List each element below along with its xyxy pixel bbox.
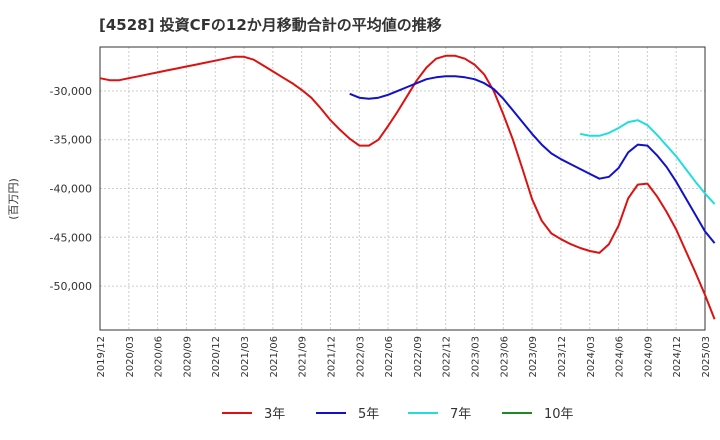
legend-label-2: 7年 <box>450 407 471 422</box>
y-axis-label: (百万円) <box>7 178 20 220</box>
legend-label-1: 5年 <box>358 407 379 422</box>
x-tick-label-1: 2020/03 <box>125 336 136 378</box>
x-tick-label-11: 2022/09 <box>413 336 424 378</box>
x-tick-label-21: 2025/03 <box>701 336 712 378</box>
grid <box>99 47 706 330</box>
y-tick-label-1: -35,000 <box>50 134 92 147</box>
x-tick-label-4: 2020/12 <box>211 336 222 378</box>
y-axis-ticks: -30,000 -35,000 -40,000 -45,000 -50,000 <box>50 85 92 293</box>
chart-title: [4528] 投資CFの12か月移動合計の平均値の推移 <box>99 16 442 34</box>
y-tick-label-2: -40,000 <box>50 183 92 196</box>
x-tick-label-12: 2022/12 <box>442 336 453 378</box>
x-axis-ticks: 2019/12 2020/03 2020/06 2020/09 2020/12 2021/… <box>96 336 712 378</box>
x-tick-label-10: 2022/06 <box>384 336 395 378</box>
x-tick-label-5: 2021/03 <box>240 336 251 378</box>
x-tick-label-17: 2024/03 <box>586 336 597 378</box>
legend-label-3: 10年 <box>544 407 574 422</box>
legend: 3年 5年 7年 10年 <box>222 407 574 422</box>
x-tick-label-2: 2020/06 <box>154 336 165 378</box>
x-tick-label-19: 2024/09 <box>643 336 654 378</box>
plot-frame <box>99 46 706 331</box>
y-tick-label-4: -50,000 <box>50 280 92 293</box>
x-tick-label-13: 2023/03 <box>471 336 482 378</box>
x-tick-label-0: 2019/12 <box>96 336 107 378</box>
series-lines <box>99 54 716 320</box>
x-tick-label-7: 2021/09 <box>298 336 309 378</box>
x-tick-label-9: 2022/03 <box>355 336 366 378</box>
x-tick-label-6: 2021/06 <box>269 336 280 378</box>
legend-label-0: 3年 <box>264 407 285 422</box>
x-tick-label-16: 2023/12 <box>557 336 568 378</box>
x-tick-label-8: 2021/12 <box>326 336 337 378</box>
x-tick-label-14: 2023/06 <box>499 336 510 378</box>
x-tick-label-15: 2023/09 <box>528 336 539 378</box>
series-line-0 <box>99 54 716 320</box>
x-tick-label-3: 2020/09 <box>182 336 193 378</box>
x-tick-label-20: 2024/12 <box>672 336 683 378</box>
series-line-1 <box>349 75 716 244</box>
y-tick-label-3: -45,000 <box>50 231 92 244</box>
x-tick-label-18: 2024/06 <box>615 336 626 378</box>
y-tick-label-0: -30,000 <box>50 85 92 98</box>
series-line-2 <box>580 119 716 205</box>
